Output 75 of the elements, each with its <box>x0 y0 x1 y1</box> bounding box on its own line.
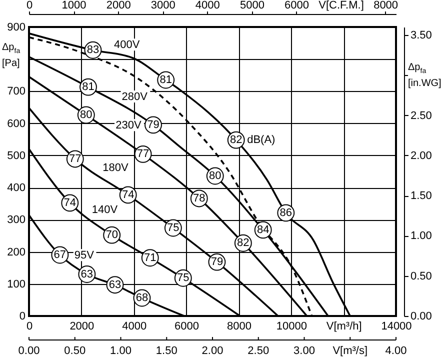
x2-tick-label: 4000 <box>195 0 220 12</box>
x-tick-label: 2000 <box>70 320 94 332</box>
series-label: 180V <box>102 162 129 174</box>
annotation: dB(A) <box>247 134 276 146</box>
x-axis-title: V[m³/h] <box>326 320 362 332</box>
series-label: 400V <box>114 39 140 52</box>
annotation: 77 <box>69 152 82 165</box>
y2-axis-title: Δp$_{fa}$ [in.WG] <box>408 62 441 90</box>
annotation: 77 <box>136 148 150 160</box>
x2-tick-label: 8000 <box>374 0 398 12</box>
annotation: 75 <box>167 222 180 234</box>
annotation: 82 <box>237 237 250 250</box>
annotation: 63 <box>80 268 94 280</box>
text: 0.50 <box>64 345 86 357</box>
annotation: 81 <box>160 74 172 86</box>
text: 1.50 <box>156 345 178 357</box>
x2-tick-label: 2000 <box>106 0 131 12</box>
annotation: 81 <box>82 81 94 94</box>
series-label: 230V <box>116 120 142 132</box>
series-label: 280V <box>122 90 148 103</box>
y-axis-title: Δp$_{fa}$ [Pa] <box>2 42 26 70</box>
y-tick-label: 500 <box>7 150 26 162</box>
annotation: 75 <box>177 272 190 284</box>
y-tick-label: 400 <box>7 182 26 194</box>
text: 3.00 <box>294 345 315 357</box>
y2-tick-label: 1.50 <box>410 190 432 202</box>
y-tick-label: 100 <box>7 278 26 290</box>
annotation: 83 <box>86 44 100 56</box>
y2-tick-label: 2.00 <box>410 150 432 162</box>
y-tick-label: 700 <box>7 86 26 98</box>
x2-tick-label: 5000 <box>240 0 264 12</box>
series-label: 140V <box>92 204 118 216</box>
x2-tick-label: 1000 <box>62 0 86 12</box>
x2-tick-label: 0 <box>26 0 33 12</box>
annotation: 68 <box>136 292 148 304</box>
annotation: 80 <box>80 108 92 121</box>
text: 2.50 <box>248 345 270 357</box>
annotation: 70 <box>106 229 118 242</box>
text: V[m³/s] <box>332 345 368 357</box>
x-tick-label: 8000 <box>226 320 252 332</box>
y2-tick-label: 2.50 <box>410 110 432 122</box>
x-tick-label: 6000 <box>174 320 200 332</box>
text: 1.00 <box>110 345 132 357</box>
y2-tick-label: 0.00 <box>410 310 432 322</box>
annotation: 74 <box>64 196 76 209</box>
y-tick-label: 300 <box>7 214 26 226</box>
series-label: 95V <box>74 250 95 262</box>
x2-axis-title: V[C.F.M.] <box>318 0 364 12</box>
text: 0.00 <box>18 345 40 357</box>
annotation: 84 <box>256 224 270 236</box>
y2-tick-label: 0.50 <box>410 270 432 282</box>
annotation: 63 <box>108 278 122 291</box>
annotation: 74 <box>122 188 134 201</box>
x-tick-label: 0 <box>26 320 33 332</box>
y-tick-label: 900 <box>7 22 26 34</box>
y-tick-label: 200 <box>7 246 26 258</box>
annotation: 71 <box>144 252 156 264</box>
text: 4.00 <box>385 345 407 357</box>
annotation: 82 <box>230 134 242 146</box>
y-tick-label: 0 <box>19 310 26 322</box>
text: 2.00 <box>202 345 224 357</box>
x-tick-label: 4000 <box>122 320 147 332</box>
annotation: 86 <box>280 206 292 219</box>
annotation: 80 <box>208 170 222 182</box>
annotation: 78 <box>193 192 206 204</box>
x-tick-label: 14000 <box>381 320 412 332</box>
x2-tick-label: 3000 <box>150 0 176 12</box>
annotation: 67 <box>54 248 66 261</box>
y2-tick-label: 3.50 <box>410 30 432 42</box>
y2-tick-label: 1.00 <box>410 230 432 242</box>
x2-tick-label: 6000 <box>284 0 309 12</box>
annotation: 79 <box>210 256 224 268</box>
annotation: 79 <box>147 118 160 131</box>
x-tick-label: 10000 <box>276 320 307 332</box>
y-tick-label: 600 <box>7 118 26 130</box>
